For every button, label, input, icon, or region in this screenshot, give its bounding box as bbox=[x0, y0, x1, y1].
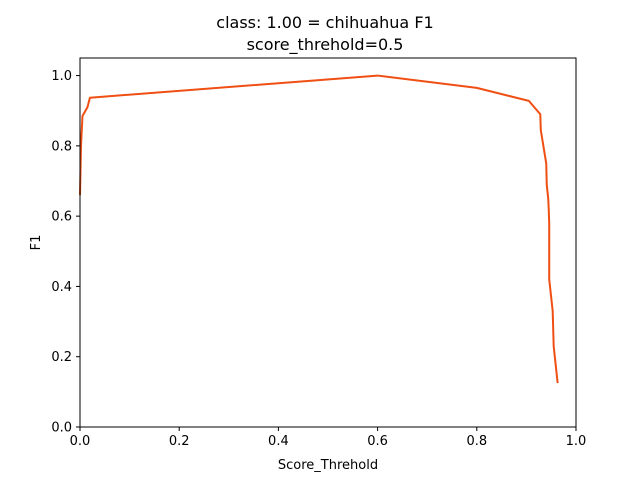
y-tick-label: 0.8 bbox=[51, 139, 72, 154]
plot-frame bbox=[79, 57, 577, 428]
y-tick-label: 0.0 bbox=[51, 421, 72, 436]
y-tick-label: 0.6 bbox=[51, 210, 72, 225]
x-axis-ticks: 0.0 0.2 0.4 0.6 0.8 1.0 bbox=[70, 427, 587, 449]
x-tick-label: 0.0 bbox=[70, 434, 91, 449]
x-tick-label: 0.2 bbox=[169, 434, 190, 449]
chart-title: class: 1.00 = chihuahua F1 bbox=[216, 13, 433, 32]
y-axis-label: F1 bbox=[29, 235, 44, 251]
y-axis-ticks: 0.0 0.2 0.4 0.6 0.8 1.0 bbox=[51, 69, 80, 436]
x-tick-label: 0.8 bbox=[466, 434, 487, 449]
y-tick-label: 1.0 bbox=[51, 69, 72, 84]
x-tick-label: 0.6 bbox=[367, 434, 388, 449]
y-tick-label: 0.2 bbox=[51, 350, 72, 365]
x-tick-label: 1.0 bbox=[566, 434, 587, 449]
x-axis-label: Score_Threhold bbox=[278, 458, 378, 473]
chart-subtitle: score_threhold=0.5 bbox=[247, 35, 404, 55]
f1-series-line bbox=[79, 74, 559, 384]
y-tick-label: 0.4 bbox=[51, 280, 72, 295]
x-tick-label: 0.4 bbox=[268, 434, 289, 449]
series-layer bbox=[79, 74, 559, 384]
